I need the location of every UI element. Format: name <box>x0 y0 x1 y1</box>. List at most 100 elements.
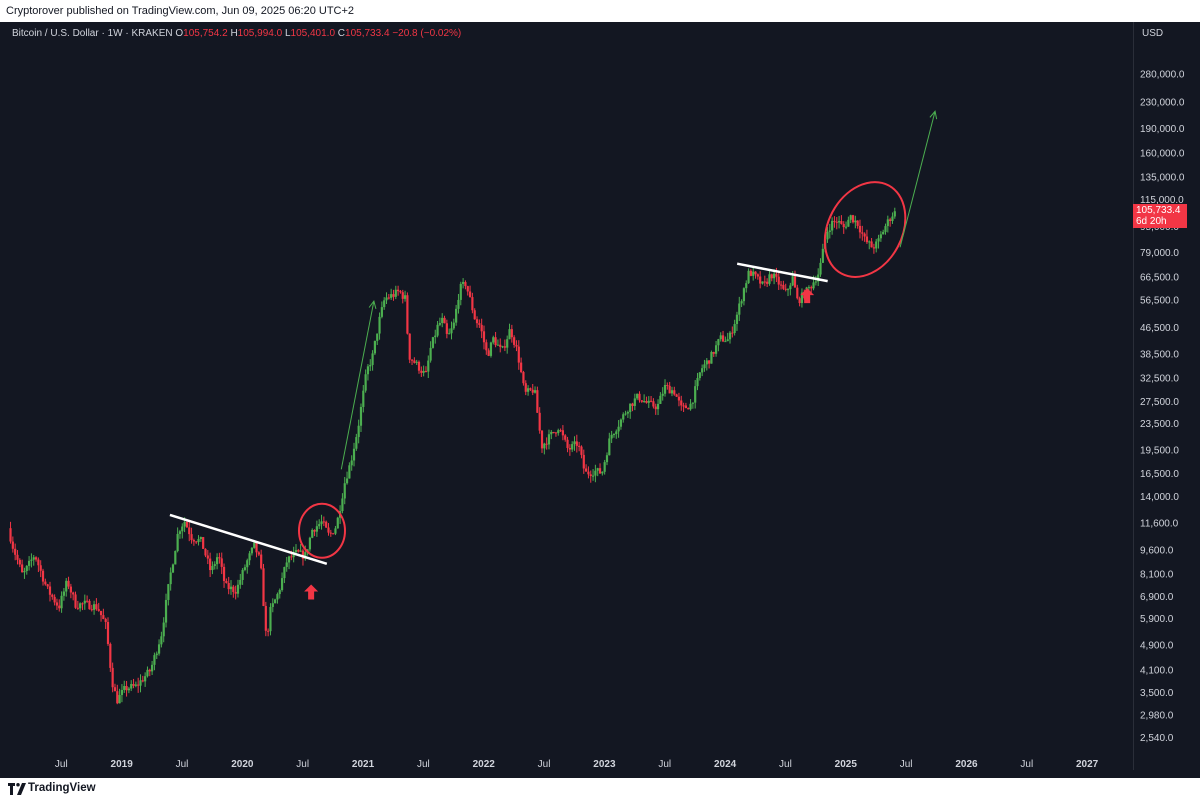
time-tick-label: 2025 <box>835 759 858 770</box>
candle-body <box>652 401 655 407</box>
price-tick-label: 4,900.0 <box>1140 640 1174 651</box>
candle-body <box>106 622 110 644</box>
candle-body <box>645 401 648 403</box>
candle-body <box>376 333 379 341</box>
candle-body <box>269 606 272 632</box>
candle-body <box>109 643 112 668</box>
candle-body <box>596 468 599 471</box>
candle-body <box>274 599 277 604</box>
candle-body <box>30 559 33 561</box>
candle-body <box>181 526 184 532</box>
candlestick-chart[interactable]: Jul 2019 Jul 2020 Jul 2021 Jul 2022 Jul 2023 Jul 20… <box>0 22 1133 770</box>
candle-body <box>673 390 676 395</box>
candle-body <box>547 434 551 445</box>
candle-body <box>564 435 567 440</box>
projection-arrow-head <box>929 110 938 120</box>
candle-body <box>255 542 258 553</box>
candle-body <box>311 529 314 538</box>
candle-body <box>749 270 752 276</box>
candle-body <box>545 443 548 445</box>
candle-body <box>192 540 195 542</box>
candle-body <box>278 590 281 595</box>
candle-body <box>169 572 172 585</box>
candle-body <box>689 403 692 410</box>
candle-body <box>417 361 421 371</box>
candle-body <box>708 360 711 364</box>
candle-body <box>529 388 532 390</box>
candle-body <box>88 600 91 610</box>
candle-body <box>408 333 411 360</box>
currency-label[interactable]: USD <box>1142 28 1164 39</box>
candle-body <box>817 274 820 282</box>
last-price-value: 105,733.4 <box>1136 205 1181 217</box>
candle-body <box>195 541 198 543</box>
candle-body <box>366 366 370 375</box>
price-tick-label: 23,500.0 <box>1140 419 1179 430</box>
candle-body <box>355 437 358 449</box>
time-tick-label: 2020 <box>231 759 254 770</box>
candle-body <box>86 600 89 602</box>
time-axis[interactable] <box>0 770 1133 778</box>
candle-body <box>369 364 372 367</box>
price-tick-label: 135,000.0 <box>1140 172 1185 183</box>
candle-body <box>601 471 604 474</box>
candle-body <box>747 270 750 284</box>
candle-body <box>183 521 186 527</box>
candle-body <box>800 292 804 304</box>
candle-body <box>552 431 555 433</box>
candle-body <box>81 603 84 605</box>
candle-body <box>343 483 346 499</box>
candle-body <box>837 221 841 223</box>
time-tick-label: Jul <box>1020 759 1033 770</box>
candle-body <box>622 414 625 420</box>
candle-body <box>399 291 402 293</box>
candle-body <box>290 556 293 558</box>
candle-body <box>327 527 330 533</box>
candle-body <box>452 322 455 329</box>
candle-body <box>65 580 68 592</box>
symbol-description[interactable]: Bitcoin / U.S. Dollar · 1W · KRAKEN <box>12 28 173 39</box>
candle-body <box>434 335 437 338</box>
candle-body <box>271 603 274 607</box>
candle-body <box>543 443 546 449</box>
candle-body <box>631 403 634 406</box>
candle-body <box>345 478 349 484</box>
candle-body <box>533 390 537 393</box>
candle-body <box>97 609 100 611</box>
candle-body <box>99 610 103 616</box>
candle-body <box>234 591 237 594</box>
candle-body <box>157 644 161 654</box>
time-tick-label: Jul <box>417 759 430 770</box>
candle-body <box>603 462 606 472</box>
candle-body <box>594 470 597 476</box>
candle-body <box>473 310 476 320</box>
candle-body <box>659 395 662 404</box>
candle-body <box>875 241 878 249</box>
price-tick-label: 56,500.0 <box>1140 295 1179 306</box>
candle-body <box>23 571 26 573</box>
candle-body <box>380 307 383 317</box>
price-tick-label: 38,500.0 <box>1140 349 1179 360</box>
plot-area[interactable]: Bitcoin / U.S. Dollar · 1W · KRAKEN O105… <box>0 22 1133 770</box>
candle-body <box>441 317 444 324</box>
candle-body <box>51 594 54 597</box>
price-tick-label: 9,600.0 <box>1140 545 1174 556</box>
candle-body <box>348 465 351 479</box>
candle-body <box>141 680 144 682</box>
candle-body <box>459 283 462 300</box>
price-tick-label: 160,000.0 <box>1140 148 1185 159</box>
publisher-bar: Cryptorover published on TradingView.com… <box>0 0 1200 22</box>
candle-body <box>248 553 251 561</box>
candle-body <box>513 337 516 345</box>
candle-body <box>146 669 149 677</box>
candle-body <box>782 284 785 289</box>
candle-body <box>318 524 321 527</box>
candle-body <box>264 605 267 631</box>
candle-body <box>34 557 38 560</box>
chart-panel[interactable]: Bitcoin / U.S. Dollar · 1W · KRAKEN O105… <box>0 22 1200 778</box>
candle-body <box>373 340 377 354</box>
candle-body <box>844 226 848 228</box>
price-tick-label: 5,900.0 <box>1140 614 1174 625</box>
candle-body <box>503 346 506 348</box>
price-axis[interactable]: USD 280,000.0 230,000.0 190,000.0 160,000.0… <box>1133 22 1200 770</box>
